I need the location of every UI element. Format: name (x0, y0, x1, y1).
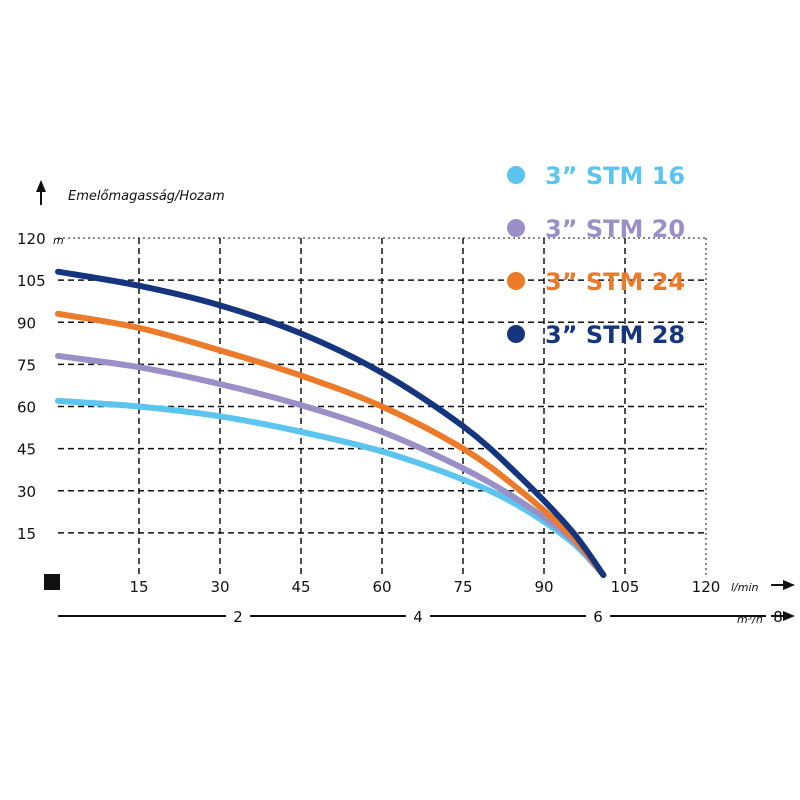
x-axis-unit: l/min (731, 581, 759, 594)
legend-marker-3 (507, 272, 525, 290)
legend-label-2: 3” STM 20 (545, 215, 685, 243)
series-line-2 (55, 352, 607, 578)
x2-tick-label: 4 (413, 608, 423, 626)
y-axis-arrow (36, 180, 46, 205)
axes: 1201059075604530151530456075901051202468 (17, 230, 790, 626)
y-tick-label: 120 (17, 230, 46, 248)
x-axis-arrow (771, 580, 795, 590)
x2-axis-unit: m³/h (737, 613, 763, 626)
y-tick-label: 105 (17, 272, 46, 290)
y-axis-unit: m (53, 234, 64, 247)
legend-label-4: 3” STM 28 (545, 321, 685, 349)
x2-tick-gap (406, 612, 430, 620)
legend-marker-1 (507, 166, 525, 184)
x-tick-label: 60 (372, 578, 391, 596)
x2-tick-label: 2 (233, 608, 243, 626)
legend-label-3: 3” STM 24 (545, 268, 685, 296)
legend-marker-2 (507, 219, 525, 237)
y-tick-label: 30 (17, 483, 36, 501)
legend: 3” STM 16 3” STM 20 3” STM 24 3” STM 28 (507, 162, 685, 349)
legend-marker-4 (507, 325, 525, 343)
x2-tick-label: 6 (593, 608, 603, 626)
y-tick-label: 60 (17, 399, 36, 417)
series-line-1 (55, 397, 607, 578)
pump-curves (55, 268, 607, 578)
y-tick-label: 90 (17, 314, 36, 332)
y-tick-label: 45 (17, 441, 36, 459)
x2-tick-gap (226, 612, 250, 620)
y-tick-label: 75 (17, 356, 36, 374)
series-line-4 (55, 268, 607, 578)
origin-square-marker (44, 574, 60, 590)
x-tick-label: 15 (129, 578, 148, 596)
series-line-3 (55, 310, 607, 578)
y-axis-label: Emelőmagasság/Hozam (68, 189, 225, 204)
y-tick-label: 15 (17, 525, 36, 543)
x2-axis-arrow (771, 611, 795, 621)
x-tick-label: 75 (453, 578, 472, 596)
x-tick-label: 105 (611, 578, 640, 596)
x-tick-label: 30 (210, 578, 229, 596)
legend-label-1: 3” STM 16 (545, 162, 685, 190)
x-tick-label: 120 (692, 578, 721, 596)
x2-tick-gap (586, 612, 610, 620)
x-tick-label: 90 (534, 578, 553, 596)
x-tick-label: 45 (291, 578, 310, 596)
